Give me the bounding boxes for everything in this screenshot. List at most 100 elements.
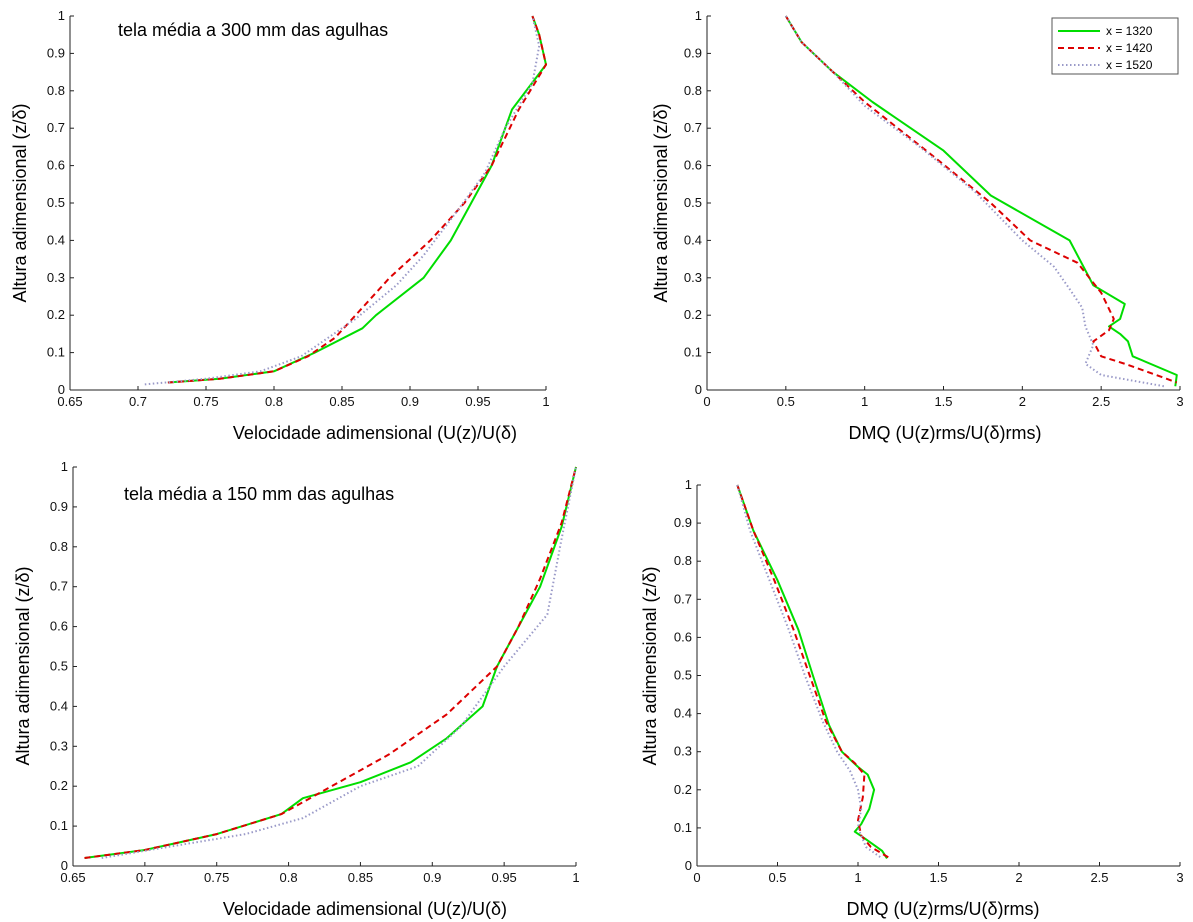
x-axis-label: DMQ (U(z)rms/U(δ)rms) <box>849 423 1042 443</box>
x-tick-label: 3 <box>1176 870 1183 885</box>
y-axis-label: Altura adimensional (z/δ) <box>13 566 33 765</box>
x-tick-label: 2 <box>1015 870 1022 885</box>
y-tick-label: 0.2 <box>47 307 65 322</box>
chart-panel-top-left: 0.65 0.7 0.75 0.8 0.85 0.9 0.95 1 0 0.1 0.2 0.3 0.4 0… <box>10 8 550 443</box>
y-tick-label: 0 <box>58 382 65 397</box>
x-tick-label: 0.8 <box>265 394 283 409</box>
x-tick-label: 1.5 <box>934 394 952 409</box>
x-tick-label: 0.9 <box>401 394 419 409</box>
y-axis-label: Altura adimensional (z/δ) <box>10 103 30 302</box>
x-tick-label: 0.9 <box>423 870 441 885</box>
y-tick-label: 0.2 <box>674 782 692 797</box>
y-tick-label: 0.5 <box>684 195 702 210</box>
x-tick-label: 2.5 <box>1092 394 1110 409</box>
y-tick-label: 1 <box>695 8 702 23</box>
panel-annotation: tela média a 300 mm das agulhas <box>118 20 388 40</box>
y-tick-label: 0.8 <box>684 83 702 98</box>
y-tick-label: 0.6 <box>47 158 65 173</box>
x-tick-label: 0.85 <box>348 870 373 885</box>
panel-annotation: tela média a 150 mm das agulhas <box>124 484 394 504</box>
legend-label-1320: x = 1320 <box>1106 24 1153 38</box>
x-axis-label: DMQ (U(z)rms/U(δ)rms) <box>847 899 1040 919</box>
y-tick-label: 0.9 <box>47 45 65 60</box>
y-tick-label: 0.4 <box>50 698 68 713</box>
series-line-x-1420 <box>784 15 1178 384</box>
y-tick-label: 1 <box>58 8 65 23</box>
x-tick-label: 1 <box>572 870 579 885</box>
x-axis-label: Velocidade adimensional (U(z)/U(δ) <box>223 899 507 919</box>
x-tick-label: 0.95 <box>465 394 490 409</box>
x-tick-label: 0.75 <box>193 394 218 409</box>
y-tick-label: 0.9 <box>684 45 702 60</box>
y-tick-label: 0.1 <box>47 345 65 360</box>
y-tick-label: 0.8 <box>47 83 65 98</box>
y-tick-label: 0.5 <box>50 659 68 674</box>
x-tick-label: 2.5 <box>1090 870 1108 885</box>
y-tick-label: 0 <box>695 382 702 397</box>
legend-box <box>1051 17 1179 75</box>
x-axis-label: Velocidade adimensional (U(z)/U(δ) <box>233 423 517 443</box>
x-tick-label: 0.65 <box>57 394 82 409</box>
y-tick-label: 0.1 <box>674 820 692 835</box>
y-tick-label: 0.9 <box>674 515 692 530</box>
y-tick-label: 0.2 <box>50 778 68 793</box>
y-tick-label: 1 <box>61 459 68 474</box>
y-tick-label: 0.5 <box>674 668 692 683</box>
x-tick-label: 0.7 <box>129 394 147 409</box>
y-tick-label: 0.2 <box>684 307 702 322</box>
x-tick-label: 0.7 <box>136 870 154 885</box>
y-tick-label: 0 <box>685 858 692 873</box>
x-tick-label: 0.85 <box>329 394 354 409</box>
x-tick-label: 0 <box>693 870 700 885</box>
x-tick-label: 0.75 <box>204 870 229 885</box>
x-tick-label: 0.8 <box>280 870 298 885</box>
y-tick-label: 0.3 <box>684 270 702 285</box>
y-tick-label: 0.4 <box>684 232 702 247</box>
series-line-x-1420 <box>167 15 547 384</box>
y-tick-label: 0.7 <box>50 579 68 594</box>
chart-panel-bottom-left: 0.65 0.7 0.75 0.8 0.85 0.9 0.95 1 0 0.1 0.2 0.3 0.4 0… <box>13 459 580 919</box>
y-tick-label: 0.3 <box>47 270 65 285</box>
plot-area: 0 0.5 1 1.5 2 2.5 3 0 0.1 0.2 0.3 0.4 0.5 0.6 0.7 0.8 0.… <box>674 477 1184 885</box>
y-tick-label: 0.3 <box>50 738 68 753</box>
chart-panel-bottom-right: 0 0.5 1 1.5 2 2.5 3 0 0.1 0.2 0.3 0.4 0.5 0.6 0.7 0.8 0.… <box>640 477 1184 919</box>
x-tick-label: 0.5 <box>777 394 795 409</box>
chart-panel-top-right: 0 0.5 1 1.5 2 2.5 3 0 0.1 0.2 0.3 0.4 0.5 0.6 0.7 0.8 0.… <box>651 8 1184 443</box>
y-tick-label: 0.7 <box>47 120 65 135</box>
series-line-x-1320 <box>784 15 1178 387</box>
x-tick-label: 2 <box>1019 394 1026 409</box>
x-tick-label: 3 <box>1176 394 1183 409</box>
y-tick-label: 0.1 <box>684 345 702 360</box>
y-tick-label: 0 <box>61 858 68 873</box>
y-tick-label: 0.4 <box>674 706 692 721</box>
series-line-x-1520 <box>784 15 1165 388</box>
y-tick-label: 0.3 <box>674 744 692 759</box>
x-tick-label: 0.5 <box>768 870 786 885</box>
series-line-x-1520 <box>736 484 883 860</box>
y-tick-label: 0.1 <box>50 818 68 833</box>
plot-area: 0.65 0.7 0.75 0.8 0.85 0.9 0.95 1 0 0.1 0.2 0.3 0.4 0… <box>47 8 550 409</box>
y-tick-label: 0.4 <box>47 232 65 247</box>
y-axis-label: Altura adimensional (z/δ) <box>640 566 660 765</box>
y-tick-label: 0.7 <box>674 591 692 606</box>
y-tick-label: 0.6 <box>684 158 702 173</box>
y-tick-label: 0.8 <box>674 553 692 568</box>
x-tick-label: 0.95 <box>491 870 516 885</box>
x-tick-label: 0.65 <box>60 870 85 885</box>
x-tick-label: 1 <box>542 394 549 409</box>
legend-label-1520: x = 1520 <box>1106 58 1153 72</box>
y-tick-label: 1 <box>685 477 692 492</box>
x-tick-label: 0 <box>703 394 710 409</box>
y-tick-label: 0.6 <box>674 629 692 644</box>
x-tick-label: 1 <box>854 870 861 885</box>
series-line-x-1420 <box>84 466 577 859</box>
plot-area: 0 0.5 1 1.5 2 2.5 3 0 0.1 0.2 0.3 0.4 0.5 0.6 0.7 0.8 0.… <box>684 8 1184 409</box>
y-tick-label: 0.6 <box>50 619 68 634</box>
series-line-x-1420 <box>736 484 891 860</box>
y-tick-label: 0.7 <box>684 120 702 135</box>
y-axis-label: Altura adimensional (z/δ) <box>651 103 671 302</box>
y-tick-label: 0.5 <box>47 195 65 210</box>
x-tick-label: 1.5 <box>929 870 947 885</box>
